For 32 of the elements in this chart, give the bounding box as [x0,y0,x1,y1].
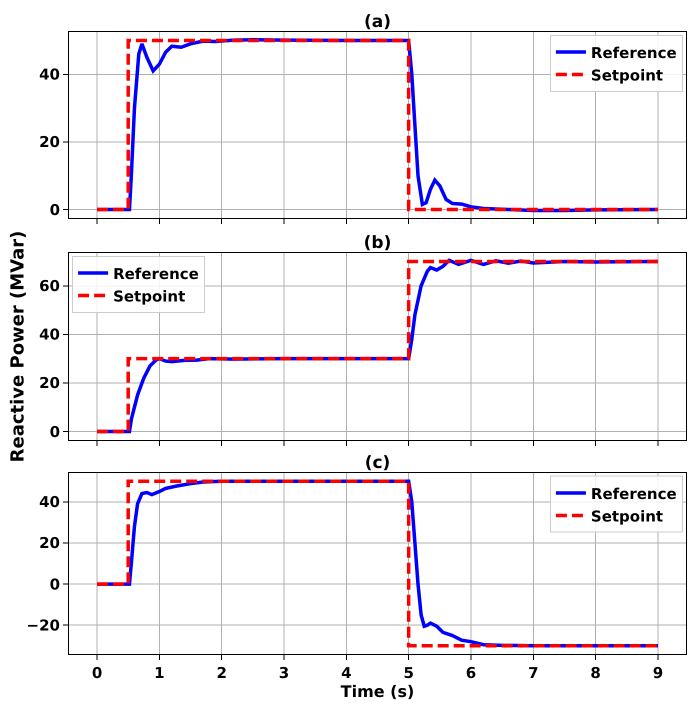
legend-label: Setpoint [113,287,186,306]
chart-title: (a) [364,12,392,32]
y-tick-label: 40 [39,66,60,84]
y-tick-label: 40 [39,326,60,344]
x-tick-label: 0 [92,664,102,682]
x-tick-label: 6 [466,664,476,682]
x-tick-label: 1 [154,664,165,682]
y-tick-label: 20 [39,534,60,552]
y-tick-label: 20 [39,374,60,392]
legend-label: Reference [590,484,677,503]
y-axis-title: Reactive Power (MVar) [7,230,28,462]
chart-title: (c) [364,453,390,473]
x-tick-label: 5 [403,664,414,682]
legend-label: Reference [590,44,677,62]
y-tick-label: 0 [50,422,60,441]
y-tick-label: 20 [39,133,60,152]
x-tick-label: 4 [341,664,352,682]
y-tick-label: 0 [50,200,60,219]
y-tick-label: −20 [26,616,60,634]
y-tick-label: 40 [39,493,60,512]
x-tick-label: 3 [278,664,290,682]
x-tick-label: 7 [528,664,539,682]
x-tick-label: 8 [590,664,601,682]
legend-label: Setpoint [590,507,664,526]
chart-title: (b) [364,233,392,253]
x-axis-title: Time (s) [340,682,414,701]
legend-label: Reference [113,264,199,283]
y-tick-label: 60 [39,277,60,296]
x-tick-label: 9 [652,664,664,682]
legend-label: Setpoint [590,66,664,84]
x-tick-label: 2 [216,664,227,682]
y-tick-label: 0 [50,575,60,594]
